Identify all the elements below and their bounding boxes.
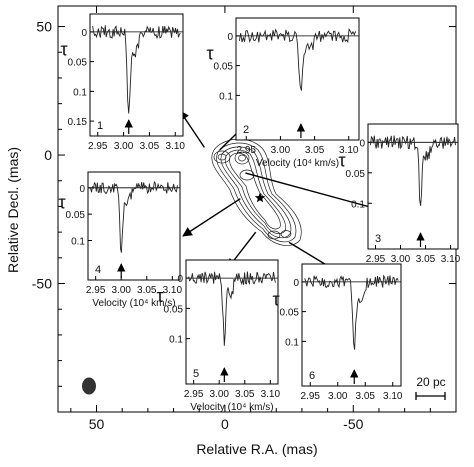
beam-ellipse <box>82 377 96 395</box>
y-tick-label: 50 <box>36 19 52 35</box>
x-tick-label: 50 <box>89 416 105 432</box>
pointer-arrow-4 <box>182 198 241 237</box>
velocity-tick-label: 3.00 <box>391 254 411 265</box>
velocity-tick-label: 3.10 <box>261 389 281 400</box>
tau-tick-label: 0 <box>81 28 87 39</box>
pointer-arrow-1 <box>179 110 205 148</box>
spectrum-insets: 00.050.10.152.95 3.00 3.05 3.10τ100.050.12.… <box>58 13 461 413</box>
y-tick-label: -50 <box>32 276 52 292</box>
velocity-tick-label: 3.05 <box>356 391 376 402</box>
velocity-tick-label: 2.95 <box>184 389 204 400</box>
velocity-tick-label: 3.00 <box>271 145 291 156</box>
tau-axis-label: τ <box>60 39 67 59</box>
x-axis-label: Relative R.A. (mas) <box>196 441 317 457</box>
inset-frame <box>185 259 279 385</box>
spectrum-number: 5 <box>193 368 199 380</box>
velocity-tick-label: 3.05 <box>416 254 436 265</box>
spectrum-trace <box>370 135 456 206</box>
spectrum-number: 1 <box>97 120 103 132</box>
tau-tick-label: 0.05 <box>346 169 366 180</box>
velocity-tick-label: 3.05 <box>235 389 255 400</box>
velocity-axis-label: Velocity (10⁴ km/s) <box>92 298 175 309</box>
spectrum-inset-1: 0 0.05 0.1 0.15 2.95 3.00 3.05 3.10 τ 1 <box>60 13 186 152</box>
velocity-axis-label: Velocity (10⁴ km/s) <box>190 402 273 413</box>
tau-axis-label: τ <box>58 193 65 213</box>
tau-axis-label: τ <box>156 286 163 306</box>
velocity-axis-label: Velocity (10⁴ km/s) <box>256 158 339 169</box>
spectrum-trace <box>304 274 399 350</box>
velocity-tick-label: 3.00 <box>111 285 131 296</box>
tau-tick-label: 0 <box>293 278 299 289</box>
velocity-tick-label: 3.05 <box>137 285 157 296</box>
spectrum-inset-4: 0 0.05 0.1 2.95 3.00 3.05 3.10 Velocity (10⁴ km… <box>58 171 183 309</box>
y-tick-label: 0 <box>44 147 52 163</box>
tau-tick-label: 0 <box>359 138 365 149</box>
tau-tick-label: 0.15 <box>68 117 88 128</box>
velocity-tick-label: 3.10 <box>383 391 403 402</box>
tau-tick-label: 0.05 <box>214 62 234 73</box>
tau-tick-label: 0.1 <box>351 199 365 210</box>
spectrum-number: 2 <box>243 124 249 136</box>
velocity-tick-label: 3.00 <box>328 391 348 402</box>
scale-bar-label: 20 pc <box>416 375 445 389</box>
spectrum-trace <box>188 271 276 346</box>
velocity-tick-label: 3.00 <box>209 389 229 400</box>
velocity-tick-label: 2.95 <box>366 254 386 265</box>
tau-tick-label: 0.1 <box>285 337 299 348</box>
tau-axis-label: τ <box>272 289 279 309</box>
tau-tick-label: 0 <box>177 274 183 285</box>
spectrum-trace <box>238 27 357 91</box>
velocity-tick-label: 3.10 <box>441 254 461 265</box>
inset-frame <box>301 263 402 387</box>
velocity-tick-label: 3.10 <box>166 141 186 152</box>
y-axis-label: Relative Decl. (mas) <box>5 147 21 273</box>
source-contour-map <box>211 138 302 246</box>
tau-tick-label: 0.1 <box>73 87 87 98</box>
spectrum-number: 6 <box>309 370 315 382</box>
core-star-marker <box>254 192 266 203</box>
velocity-tick-label: 3.00 <box>114 141 134 152</box>
x-tick-label: 0 <box>221 416 229 432</box>
spectrum-number: 4 <box>95 264 101 276</box>
tau-tick-label: 0 <box>79 184 85 195</box>
pointer-arrow-3 <box>245 172 382 213</box>
tau-axis-label: τ <box>206 43 213 63</box>
velocity-tick-label: 3.05 <box>140 141 160 152</box>
spectrum-trace <box>90 180 178 253</box>
star-icon <box>254 192 266 203</box>
tau-tick-label: 0.1 <box>169 335 183 346</box>
velocity-tick-label: 3.10 <box>339 145 359 156</box>
spectrum-number: 3 <box>375 233 381 245</box>
velocity-tick-label: 2.95 <box>301 391 321 402</box>
tau-tick-label: 0.05 <box>68 58 88 69</box>
tau-axis-label: τ <box>338 151 345 171</box>
tau-tick-label: 0.05 <box>66 210 86 221</box>
inset-frame <box>89 13 184 137</box>
velocity-tick-label: 2.95 <box>86 285 106 296</box>
tau-tick-label: 0.05 <box>164 304 184 315</box>
spectrum-inset-5: 0 0.05 0.1 2.95 3.00 3.05 3.10 Velocity (10⁴ km… <box>156 259 281 413</box>
velocity-tick-label: 2.95 <box>237 145 257 156</box>
velocity-tick-label: 2.95 <box>88 141 108 152</box>
spectrum-trace <box>92 25 181 114</box>
tau-tick-label: 0.1 <box>219 91 233 102</box>
tau-tick-label: 0 <box>227 32 233 43</box>
velocity-tick-label: 3.05 <box>305 145 325 156</box>
velocity-tick-label: 3.10 <box>163 285 183 296</box>
tau-tick-label: 0.05 <box>280 308 300 319</box>
x-tick-label: -50 <box>343 416 363 432</box>
spectrum-inset-6: 0 0.05 0.1 2.95 3.00 3.05 3.10 τ 6 <box>272 263 403 402</box>
inset-frame <box>235 17 360 141</box>
tau-tick-label: 0.1 <box>71 236 85 247</box>
